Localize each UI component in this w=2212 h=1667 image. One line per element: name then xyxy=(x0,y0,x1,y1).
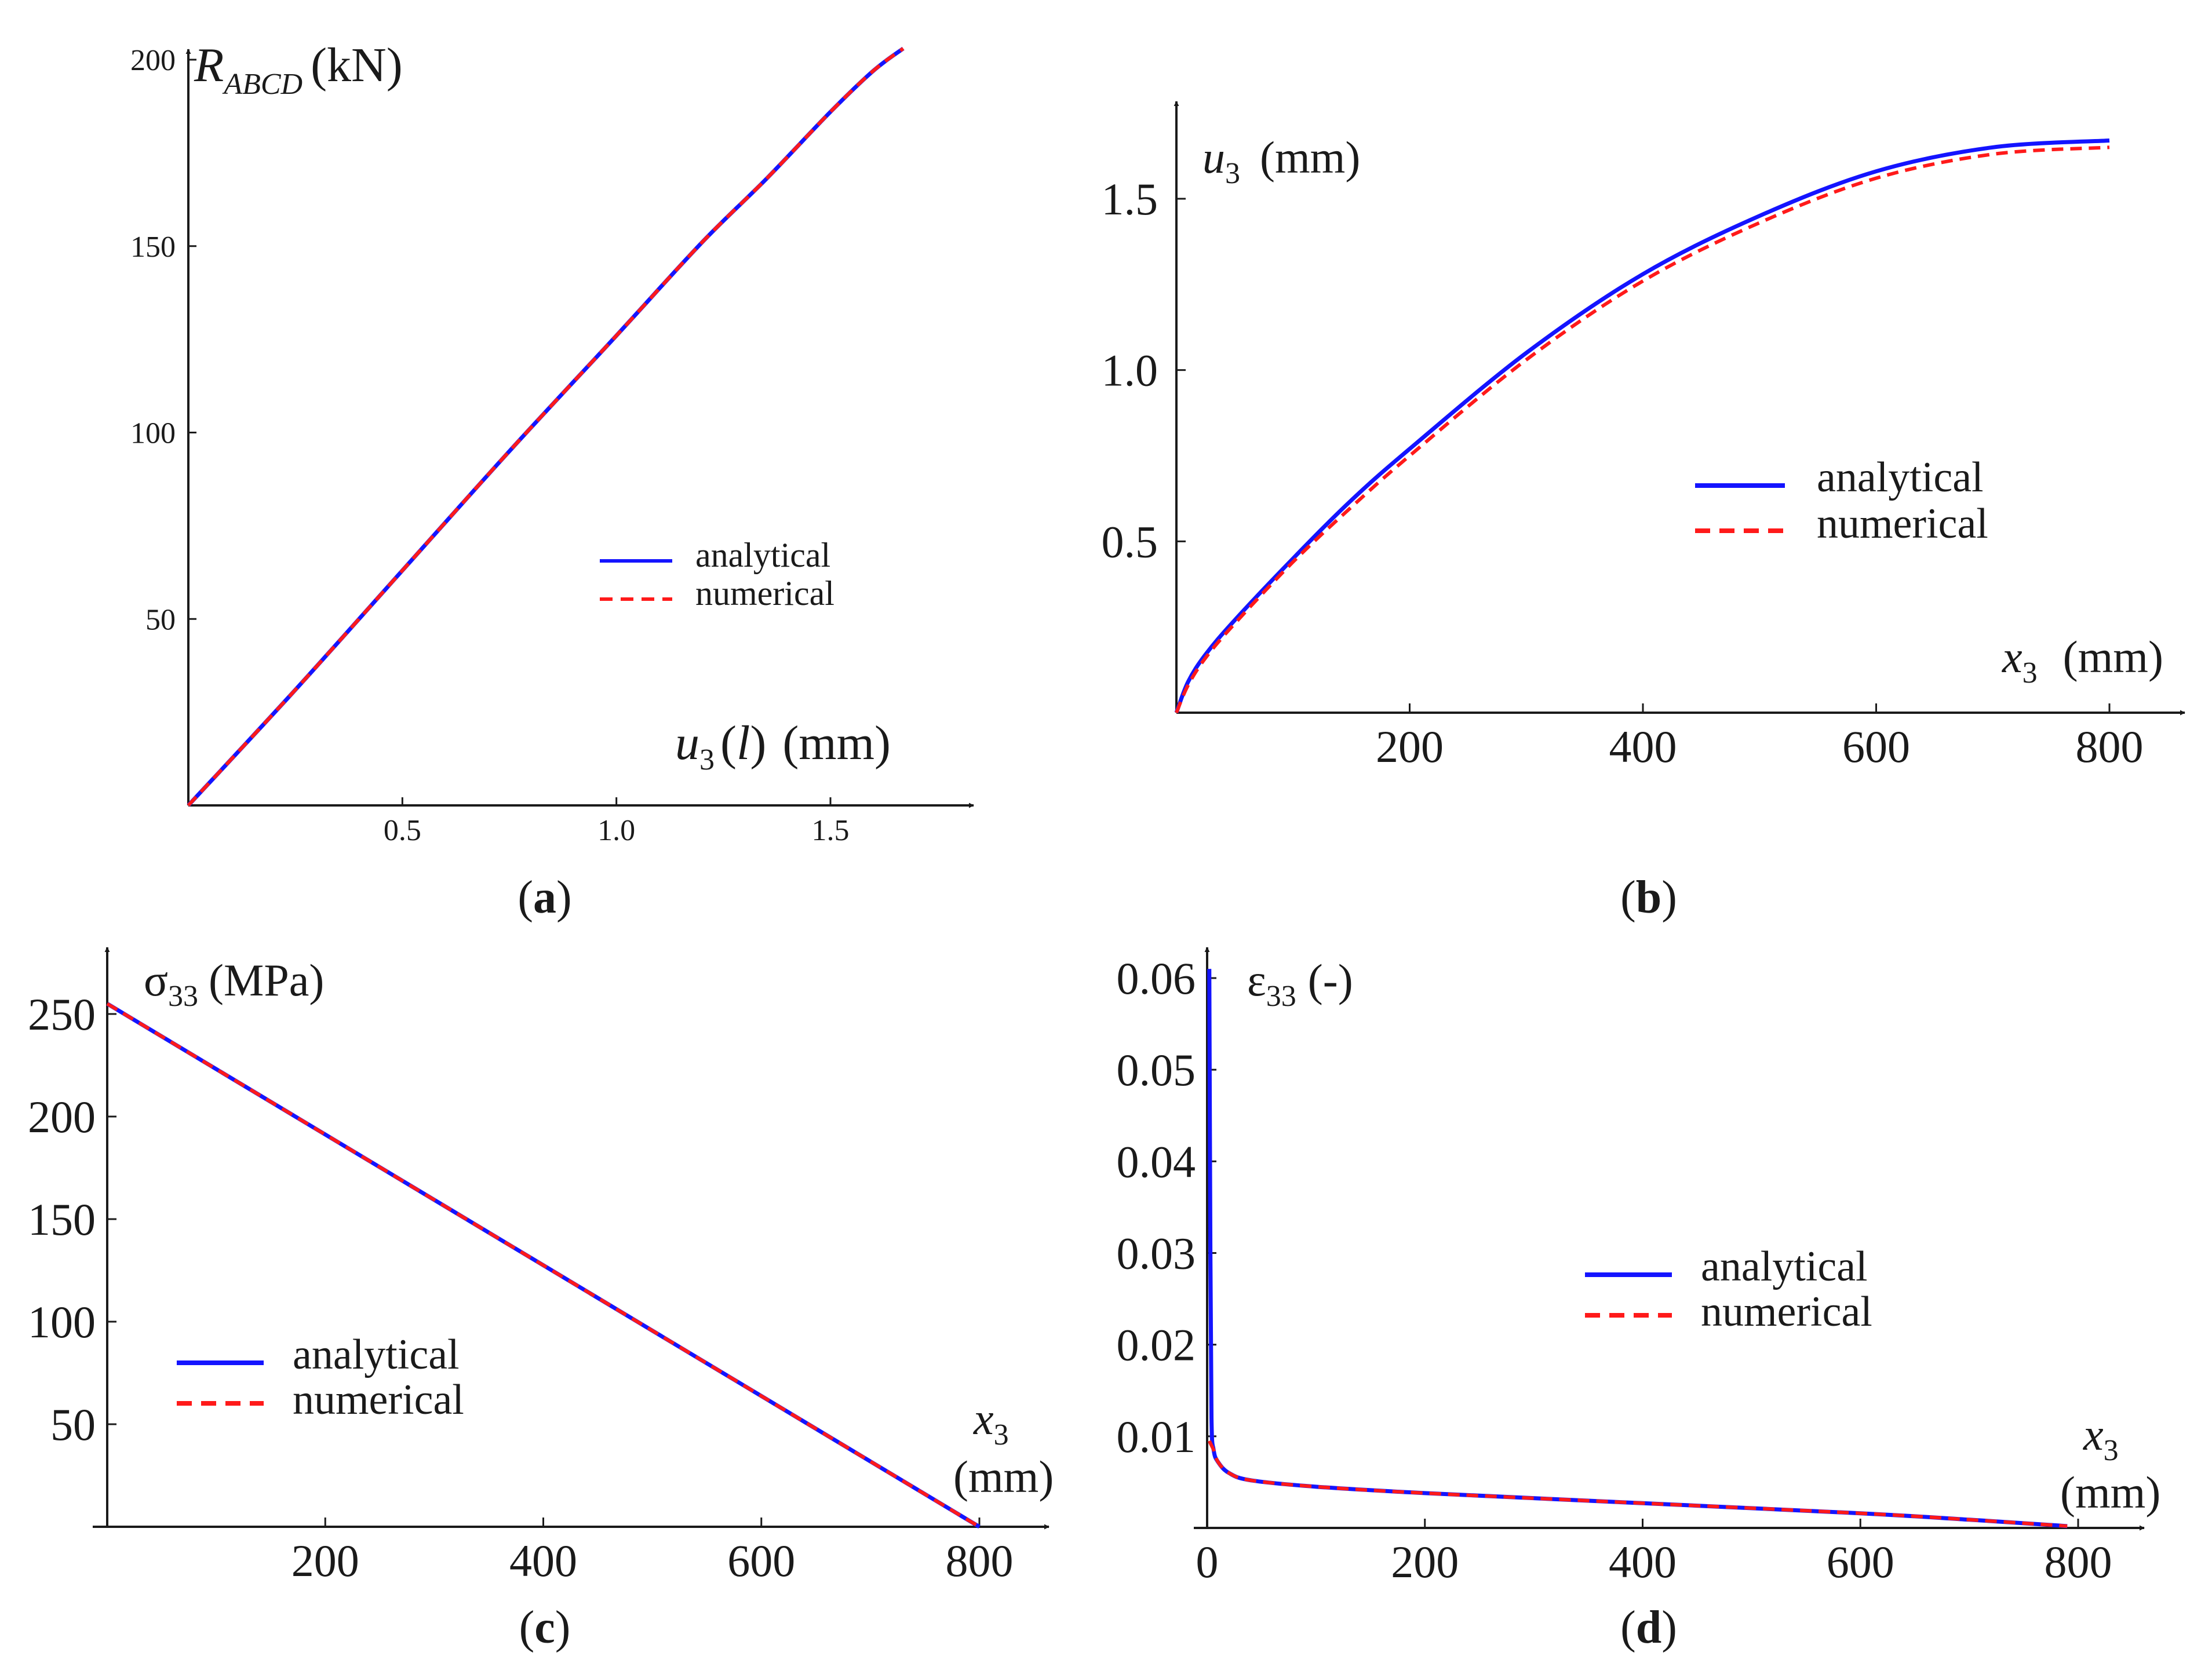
panel-a-x-tick-label: 0.5 xyxy=(384,814,421,847)
panel-d-x-tick-label: 200 xyxy=(1391,1537,1459,1587)
panel-b-label: (b) xyxy=(1620,872,1677,923)
panel-b-legend: analytical numerical xyxy=(1695,454,1988,548)
panel-d-y-tick-label: 0.06 xyxy=(1117,953,1196,1004)
panel-a-y-tick-label: 50 xyxy=(145,603,176,636)
panel-a-y-tick-label: 100 xyxy=(130,417,176,450)
panel-c-x-tick-label: 800 xyxy=(946,1535,1014,1586)
panel-b: 200 400 600 800 0.5 1.0 1.5 u3 (mm) x3 (mm) anal… xyxy=(1102,101,2185,923)
panel-b-y-label: u3 (mm) xyxy=(1202,132,1360,190)
panel-d-y-tick-label: 0.03 xyxy=(1117,1228,1196,1279)
panel-a-legend-analytical-label: analytical xyxy=(695,536,830,574)
panel-b-y-tick-label: 1.5 xyxy=(1102,174,1158,224)
panel-d-y-tick-label: 0.05 xyxy=(1117,1045,1196,1095)
panel-c-y-tick-label: 150 xyxy=(28,1194,96,1245)
panel-c-y-tick-label: 250 xyxy=(28,989,96,1039)
panel-b-y-tick-label: 0.5 xyxy=(1102,516,1158,567)
panel-d-numerical-line xyxy=(1208,1440,2068,1528)
panel-b-series xyxy=(1174,138,2110,714)
panel-c-legend-analytical-label: analytical xyxy=(293,1331,460,1378)
panel-a-y-tick-label: 150 xyxy=(130,231,176,264)
panel-a-label: (a) xyxy=(518,872,571,923)
panel-b-analytical-line xyxy=(1174,138,2110,714)
panel-d-y-label: ε33 (-) xyxy=(1247,955,1353,1013)
panel-c-y-tick-label: 200 xyxy=(28,1092,96,1142)
panel-d-y-tick-label: 0.02 xyxy=(1117,1320,1196,1370)
panel-a-x-label: u3 (l) (mm) xyxy=(675,716,891,776)
panel-d-x-tick-label: 0 xyxy=(1196,1537,1219,1587)
panel-a: 0.5 1.0 1.5 50 100 150 200 RABCD (kN) u3 (l) (mm)… xyxy=(130,38,974,923)
panel-c-x-label-var: x3 xyxy=(973,1394,1009,1451)
panel-d-y-tick-label: 0.01 xyxy=(1117,1411,1196,1462)
panel-d-x-label-unit: (mm) xyxy=(2060,1467,2160,1518)
panel-b-legend-analytical-label: analytical xyxy=(1817,454,1984,501)
panel-c-label: (c) xyxy=(519,1602,571,1653)
panel-a-series xyxy=(187,46,905,807)
panel-d-x-label-var: x3 xyxy=(2083,1409,2119,1467)
panel-c-legend: analytical numerical xyxy=(177,1331,464,1424)
panel-d-legend-numerical-label: numerical xyxy=(1701,1288,1872,1336)
panel-d-x-tick-label: 800 xyxy=(2045,1537,2112,1587)
panel-a-x-tick-label: 1.5 xyxy=(812,814,850,847)
panel-d-x-tick-label: 400 xyxy=(1609,1537,1677,1587)
panel-a-y-label: RABCD (kN) xyxy=(194,38,403,101)
panel-b-x-tick-label: 800 xyxy=(2076,721,2144,772)
panel-d-ticks: 0 200 400 600 800 0.01 0.02 0.03 0.04 0.05 0.06 xyxy=(1117,953,2112,1587)
panel-d-series xyxy=(1207,969,2068,1529)
panel-c-numerical-line xyxy=(106,1002,981,1529)
panel-b-legend-numerical-label: numerical xyxy=(1817,500,1988,548)
panel-b-x-tick-label: 600 xyxy=(1842,721,1910,772)
panel-c-y-tick-label: 50 xyxy=(50,1399,96,1450)
panel-b-x-tick-label: 200 xyxy=(1376,721,1444,772)
panel-b-y-tick-label: 1.0 xyxy=(1102,345,1158,396)
panel-a-x-tick-label: 1.0 xyxy=(597,814,635,847)
panel-c-x-tick-label: 400 xyxy=(509,1535,577,1586)
panel-d-label: (d) xyxy=(1620,1602,1677,1653)
panel-d-analytical-line xyxy=(1207,969,2068,1529)
panel-d: 0 200 400 600 800 0.01 0.02 0.03 0.04 0.05 0.06 ε3… xyxy=(1117,947,2160,1653)
panel-c-legend-numerical-label: numerical xyxy=(293,1376,464,1424)
panel-a-ticks: 0.5 1.0 1.5 50 100 150 200 xyxy=(130,44,850,847)
panel-c: 200 400 600 800 50 100 150 200 250 σ33 (MPa) x3 (… xyxy=(28,947,1054,1653)
panel-d-x-tick-label: 600 xyxy=(1827,1537,1894,1587)
panel-b-x-tick-label: 400 xyxy=(1609,721,1677,772)
panel-a-legend-numerical-label: numerical xyxy=(695,574,834,612)
panel-a-y-tick-label: 200 xyxy=(130,44,176,77)
panel-c-ticks: 200 400 600 800 50 100 150 200 250 xyxy=(28,989,1014,1586)
panel-c-x-tick-label: 200 xyxy=(291,1535,359,1586)
panel-a-legend: analytical numerical xyxy=(600,536,834,612)
panel-b-x-label: x3 (mm) xyxy=(2002,632,2163,690)
panel-b-ticks: 200 400 600 800 0.5 1.0 1.5 xyxy=(1102,174,2144,772)
panel-c-y-label: σ33 (MPa) xyxy=(144,955,324,1013)
panel-b-numerical-line xyxy=(1175,145,2110,714)
panel-d-y-tick-label: 0.04 xyxy=(1117,1136,1196,1187)
panel-d-legend-analytical-label: analytical xyxy=(1701,1243,1868,1290)
panel-c-x-label-unit: (mm) xyxy=(953,1451,1054,1502)
panel-c-x-tick-label: 600 xyxy=(727,1535,795,1586)
panel-c-series xyxy=(106,1002,981,1529)
panel-a-numerical-line xyxy=(187,47,905,807)
panel-d-legend: analytical numerical xyxy=(1585,1243,1872,1336)
panel-c-y-tick-label: 100 xyxy=(28,1297,96,1347)
